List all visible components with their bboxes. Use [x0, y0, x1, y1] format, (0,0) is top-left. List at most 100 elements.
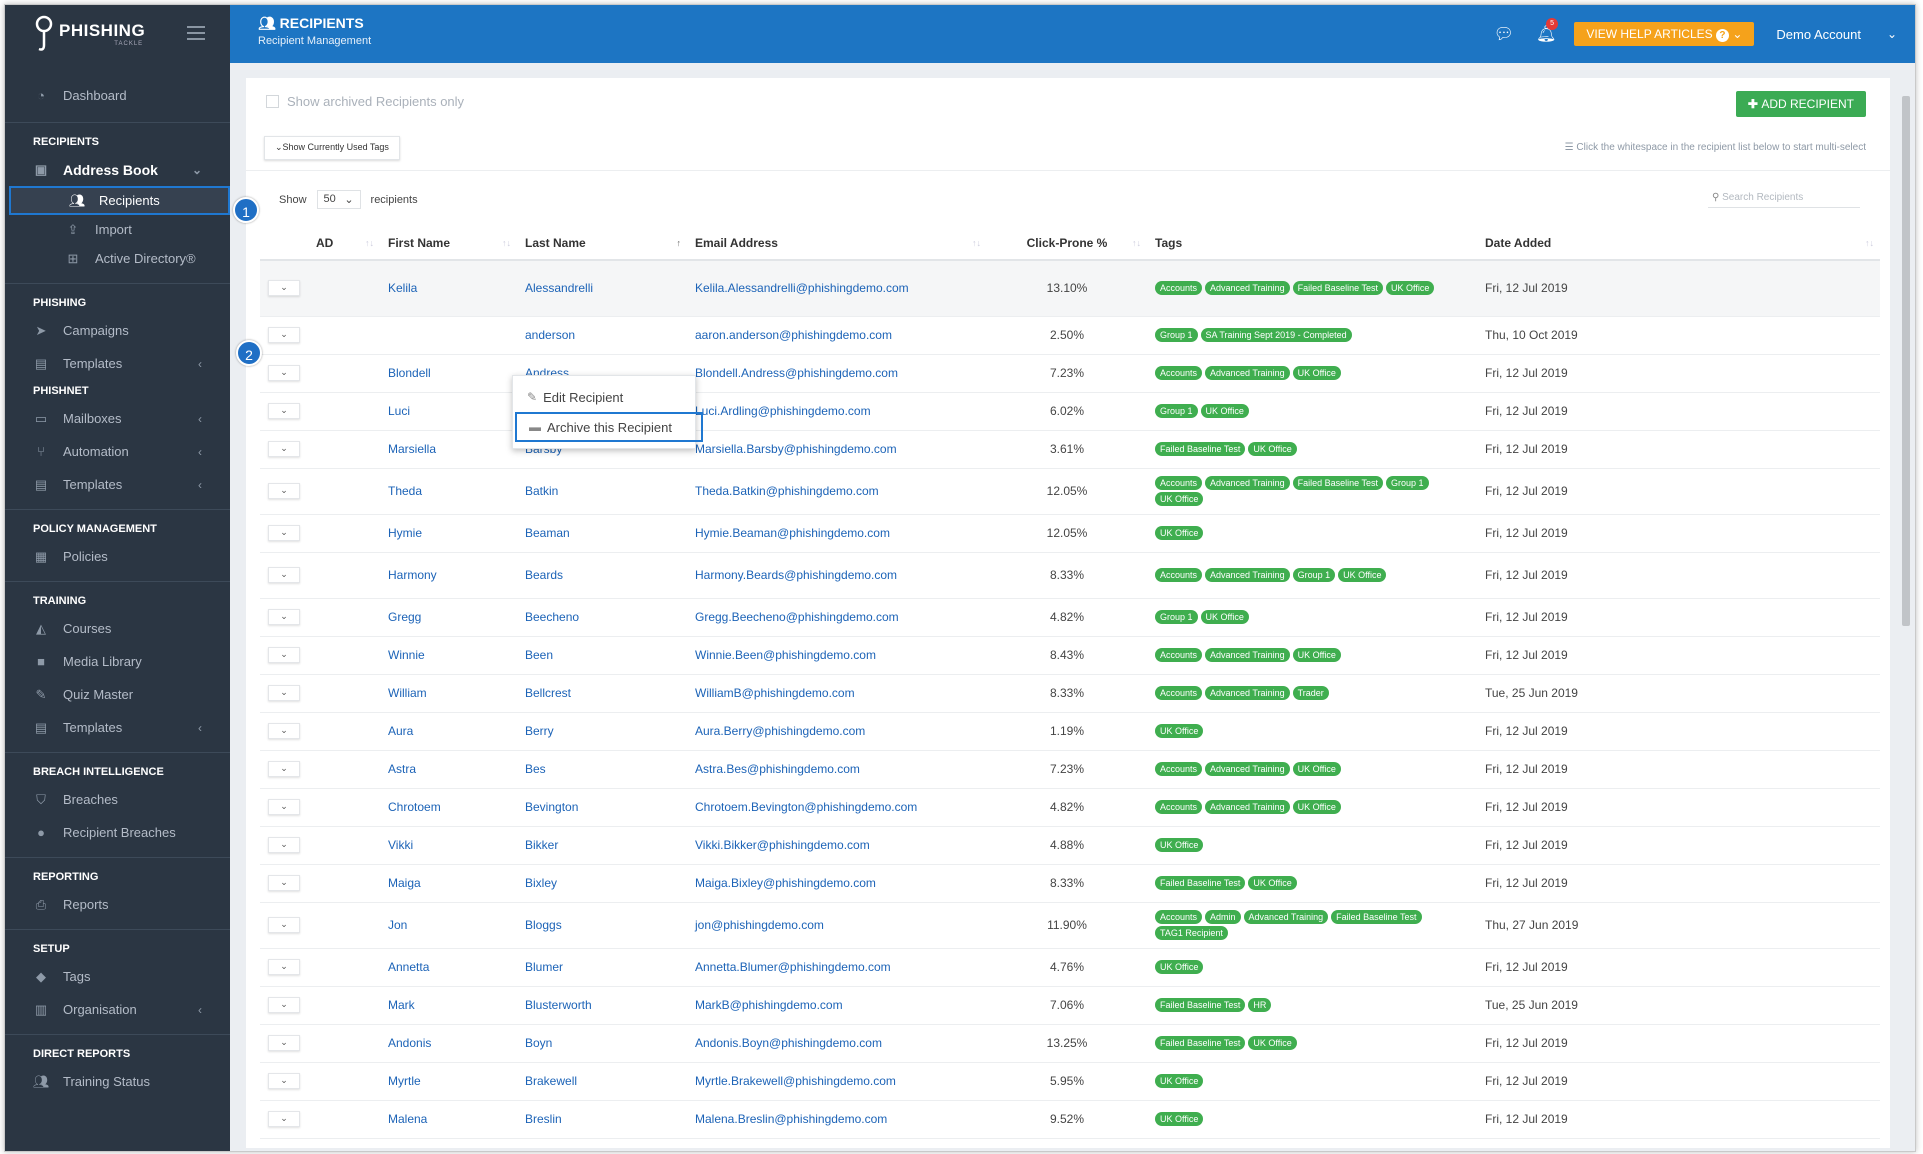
- cell-first[interactable]: Annetta: [380, 948, 517, 987]
- cell-first[interactable]: Blondell: [380, 354, 517, 393]
- show-tags-button[interactable]: ⌄Show Currently Used Tags: [264, 136, 400, 160]
- cell-last[interactable]: Boyn: [517, 1024, 687, 1063]
- sidebar-item-mailboxes[interactable]: ▭ Mailboxes ‹: [5, 402, 230, 435]
- cell-email[interactable]: aaron.anderson@phishingdemo.com: [687, 316, 987, 355]
- row-dropdown-button[interactable]: ⌄: [268, 1073, 300, 1089]
- sidebar-item-phishnet-templates[interactable]: ▤ Templates ‹: [5, 468, 230, 501]
- sidebar-item-templates[interactable]: ▤ Templates ‹: [5, 347, 230, 380]
- row-dropdown-button[interactable]: ⌄: [268, 525, 300, 541]
- cell-email[interactable]: Aura.Berry@phishingdemo.com: [687, 712, 987, 751]
- cell-email[interactable]: Luci.Ardling@phishingdemo.com: [687, 392, 987, 431]
- col-email[interactable]: Email Address ↑↓: [687, 226, 987, 261]
- scrollbar[interactable]: [1901, 78, 1911, 1148]
- cell-email[interactable]: Malena.Breslin@phishingdemo.com: [687, 1100, 987, 1139]
- cell-first[interactable]: Gregg: [380, 598, 517, 637]
- row-dropdown-button[interactable]: ⌄: [268, 1035, 300, 1051]
- cell-first[interactable]: [380, 316, 517, 355]
- sidebar-item-recipients[interactable]: 👥︎ Recipients: [9, 186, 230, 215]
- cell-last[interactable]: Been: [517, 636, 687, 675]
- sidebar-item-reports[interactable]: ⎙ Reports: [5, 888, 230, 921]
- sidebar-item-recipient-breaches[interactable]: ● Recipient Breaches: [5, 816, 230, 849]
- table-row[interactable]: ⌄ Malena Breslin Malena.Breslin@phishingdem…: [260, 1100, 1880, 1139]
- cell-first[interactable]: Hymie: [380, 514, 517, 553]
- cell-first[interactable]: Theda: [380, 468, 517, 515]
- sidebar-item-media-library[interactable]: ■ Media Library: [5, 645, 230, 678]
- archive-recipient-menu-item[interactable]: ▬ Archive this Recipient: [515, 412, 703, 442]
- row-dropdown-button[interactable]: ⌄: [268, 647, 300, 663]
- row-dropdown-button[interactable]: ⌄: [268, 799, 300, 815]
- cell-first[interactable]: Luci: [380, 392, 517, 431]
- cell-email[interactable]: Annetta.Blumer@phishingdemo.com: [687, 948, 987, 987]
- table-row[interactable]: ⌄ Hymie Beaman Hymie.Beaman@phishingdemo.co…: [260, 514, 1880, 553]
- row-dropdown-button[interactable]: ⌄: [268, 875, 300, 891]
- cell-first[interactable]: Malena: [380, 1100, 517, 1139]
- cell-email[interactable]: Vikki.Bikker@phishingdemo.com: [687, 826, 987, 865]
- cell-first[interactable]: Vikki: [380, 826, 517, 865]
- cell-last[interactable]: Bes: [517, 750, 687, 789]
- row-dropdown-button[interactable]: ⌄: [268, 761, 300, 777]
- cell-last[interactable]: Blumer: [517, 948, 687, 987]
- archived-filter[interactable]: Show archived Recipients only: [266, 94, 464, 109]
- table-row[interactable]: ⌄ anderson aaron.anderson@phishingdemo.com…: [260, 316, 1880, 355]
- table-row[interactable]: ⌄ Marsiella Barsby Marsiella.Barsby@phishin…: [260, 430, 1880, 469]
- table-row[interactable]: ⌄ Aura Berry Aura.Berry@phishingdemo.com 1.1…: [260, 712, 1880, 751]
- sidebar-item-policies[interactable]: ▦ Policies: [5, 540, 230, 573]
- cell-email[interactable]: Gregg.Beecheno@phishingdemo.com: [687, 598, 987, 637]
- row-dropdown-button[interactable]: ⌄: [268, 959, 300, 975]
- cell-first[interactable]: Marsiella: [380, 430, 517, 469]
- cell-email[interactable]: WilliamB@phishingdemo.com: [687, 674, 987, 713]
- cell-first[interactable]: Mark: [380, 986, 517, 1025]
- cell-first[interactable]: William: [380, 674, 517, 713]
- sidebar-item-tags[interactable]: ◆ Tags: [5, 960, 230, 993]
- sidebar-item-active-directory[interactable]: ⊞ Active Directory®: [5, 244, 230, 273]
- cell-first[interactable]: Myrtle: [380, 1062, 517, 1101]
- row-dropdown-button[interactable]: ⌄: [268, 441, 300, 457]
- table-row[interactable]: ⌄ Jon Bloggs jon@phishingdemo.com 11.90% Acco…: [260, 902, 1880, 949]
- sidebar-item-automation[interactable]: ⑂ Automation ‹: [5, 435, 230, 468]
- cell-last[interactable]: Alessandrelli: [517, 260, 687, 317]
- row-dropdown-button[interactable]: ⌄: [268, 1111, 300, 1127]
- row-dropdown-button[interactable]: ⌄: [268, 685, 300, 701]
- row-dropdown-button[interactable]: ⌄: [268, 723, 300, 739]
- cell-email[interactable]: Hymie.Beaman@phishingdemo.com: [687, 514, 987, 553]
- table-row[interactable]: ⌄ Vikki Bikker Vikki.Bikker@phishingdemo.co…: [260, 826, 1880, 865]
- cell-last[interactable]: anderson: [517, 316, 687, 355]
- row-dropdown-button[interactable]: ⌄: [268, 609, 300, 625]
- cell-last[interactable]: Blusterworth: [517, 986, 687, 1025]
- cell-first[interactable]: Harmony: [380, 552, 517, 599]
- table-row[interactable]: ⌄ William Bellcrest WilliamB@phishingdemo.c…: [260, 674, 1880, 713]
- row-dropdown-button[interactable]: ⌄: [268, 837, 300, 853]
- sidebar-item-dashboard[interactable]: ◔ Dashboard: [5, 79, 230, 112]
- cell-last[interactable]: Beecheno: [517, 598, 687, 637]
- table-row[interactable]: ⌄ Mark Blusterworth MarkB@phishingdemo.com 7…: [260, 986, 1880, 1025]
- cell-last[interactable]: Brakewell: [517, 1062, 687, 1101]
- table-row[interactable]: ⌄ Blondell Andress Blondell.Andress@phishin…: [260, 354, 1880, 393]
- cell-email[interactable]: jon@phishingdemo.com: [687, 902, 987, 949]
- cell-email[interactable]: Astra.Bes@phishingdemo.com: [687, 750, 987, 789]
- table-row[interactable]: ⌄ Chrotoem Bevington Chrotoem.Bevington@phi…: [260, 788, 1880, 827]
- cell-email[interactable]: Andonis.Boyn@phishingdemo.com: [687, 1024, 987, 1063]
- cell-last[interactable]: Bloggs: [517, 902, 687, 949]
- table-row[interactable]: ⌄ Kelila Alessandrelli Kelila.Alessandrelli…: [260, 260, 1880, 317]
- table-row[interactable]: ⌄LuciArdlingLuci.Ardling@phishingdemo.co…: [260, 392, 1880, 431]
- cell-last[interactable]: Beaman: [517, 514, 687, 553]
- bell-icon[interactable]: 🔔︎ 5: [1536, 18, 1559, 43]
- logo[interactable]: PHISHING TACKLE: [5, 5, 230, 113]
- archived-checkbox[interactable]: [266, 95, 279, 108]
- chat-icon[interactable]: 💬︎: [1493, 26, 1515, 43]
- row-dropdown-button[interactable]: ⌄: [268, 403, 300, 419]
- table-row[interactable]: ⌄ Astra Bes Astra.Bes@phishingdemo.com 7.23%…: [260, 750, 1880, 789]
- col-click-prone[interactable]: Click-Prone % ↑↓: [987, 226, 1147, 261]
- cell-email[interactable]: Chrotoem.Bevington@phishingdemo.com: [687, 788, 987, 827]
- col-date-added[interactable]: Date Added ↑↓: [1477, 226, 1880, 261]
- cell-email[interactable]: Harmony.Beards@phishingdemo.com: [687, 552, 987, 599]
- view-help-articles-button[interactable]: VIEW HELP ARTICLES ? ⌄: [1574, 22, 1755, 46]
- cell-email[interactable]: Blondell.Andress@phishingdemo.com: [687, 354, 987, 393]
- row-dropdown-button[interactable]: ⌄: [268, 483, 300, 499]
- cell-last[interactable]: Batkin: [517, 468, 687, 515]
- cell-email[interactable]: Marsiella.Barsby@phishingdemo.com: [687, 430, 987, 469]
- search-recipients[interactable]: ⚲ Search Recipients: [1708, 188, 1860, 208]
- page-size-select[interactable]: 50 ⌄: [316, 190, 361, 209]
- table-row[interactable]: ⌄ Gregg Beecheno Gregg.Beecheno@phishingdem…: [260, 598, 1880, 637]
- table-row[interactable]: ⌄ Theda Batkin Theda.Batkin@phishingdemo.co…: [260, 468, 1880, 515]
